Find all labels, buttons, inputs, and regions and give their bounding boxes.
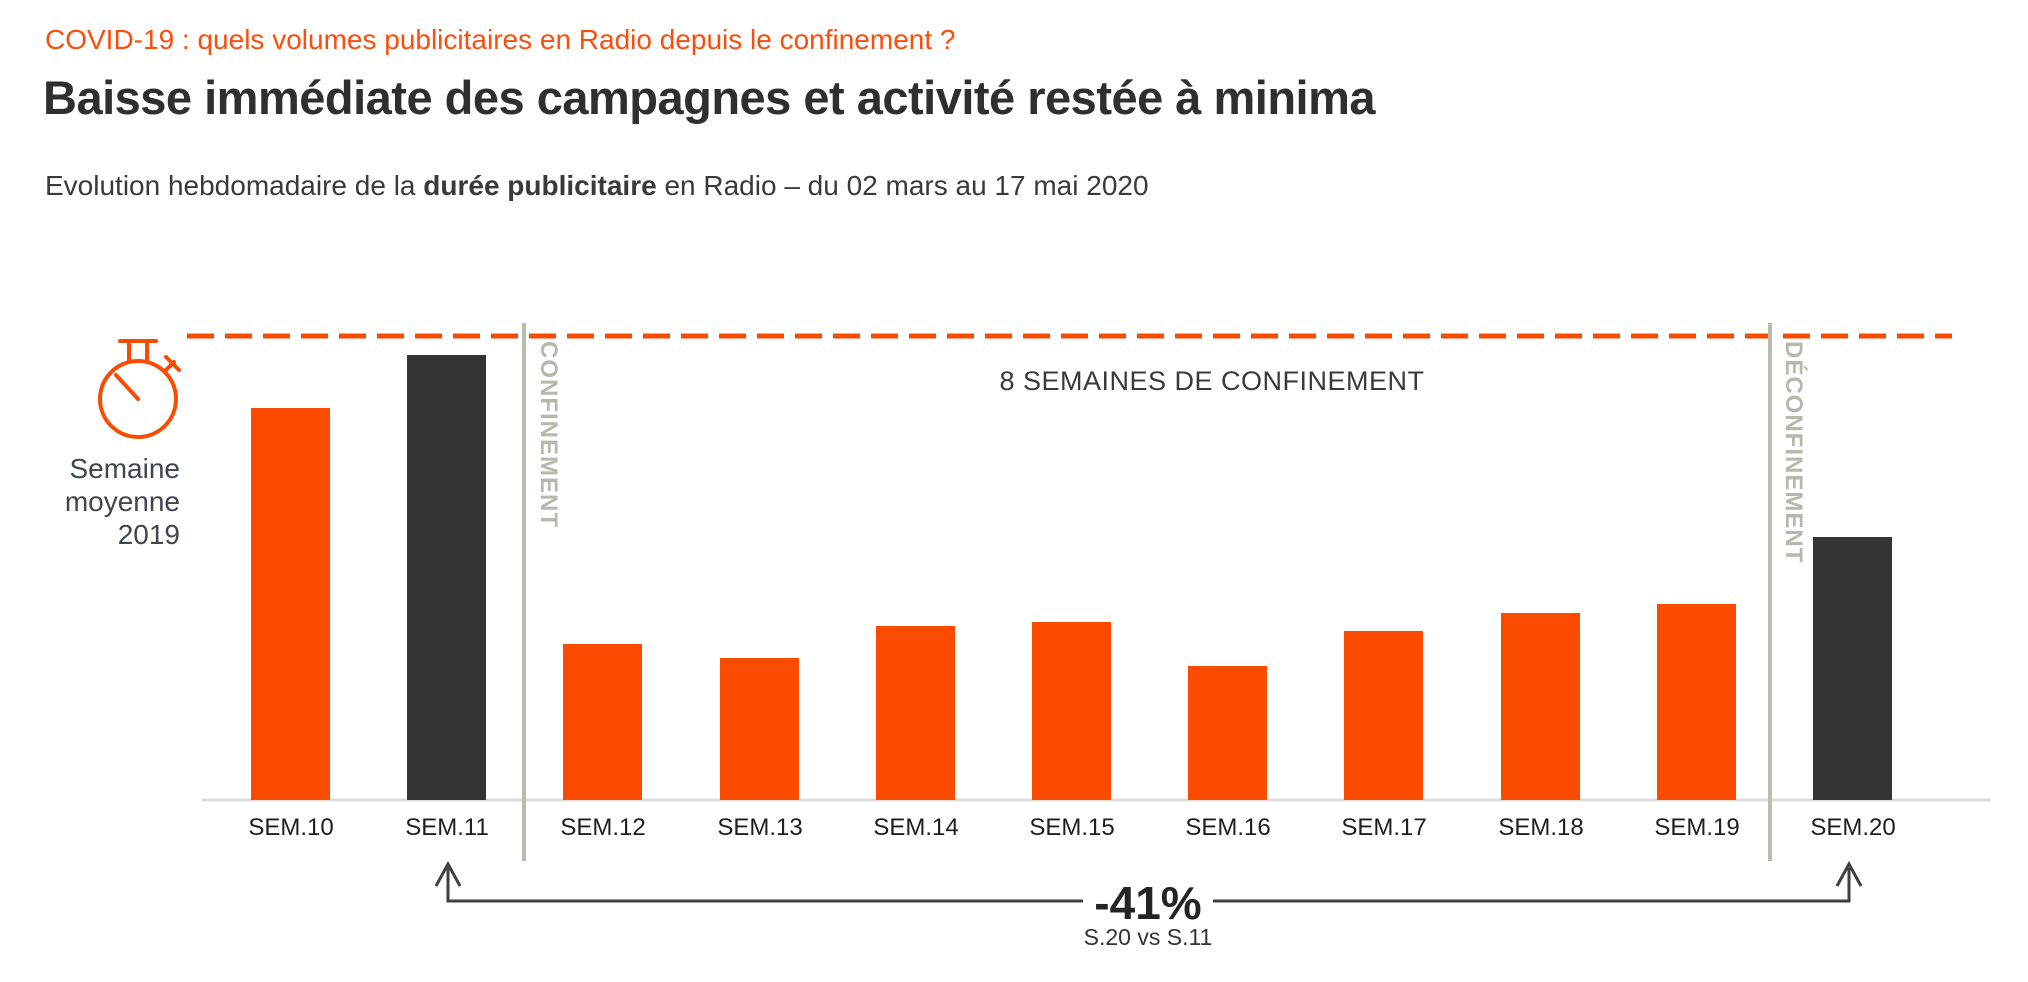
reference-week-line3: 2019 xyxy=(117,519,180,550)
x-axis-label-SEM.17: SEM.17 xyxy=(1341,814,1427,841)
x-axis-label-SEM.14: SEM.14 xyxy=(873,814,959,841)
chart-subtitle: Evolution hebdomadaire de la durée publi… xyxy=(45,170,1149,202)
subtitle-suffix: en Radio – du 02 mars au 17 mai 2020 xyxy=(656,170,1149,201)
bar-SEM.16 xyxy=(1188,666,1267,800)
bar-SEM.19 xyxy=(1657,604,1736,800)
x-axis-label-SEM.10: SEM.10 xyxy=(248,814,334,841)
x-axis-label-SEM.19: SEM.19 xyxy=(1654,814,1740,841)
bar-SEM.17 xyxy=(1344,631,1423,800)
comparison-arrow xyxy=(434,860,1863,903)
reference-week-line2: moyenne xyxy=(64,486,180,517)
bar-SEM.20 xyxy=(1813,537,1892,800)
x-axis-label-SEM.18: SEM.18 xyxy=(1498,814,1584,841)
bar-SEM.14 xyxy=(876,626,955,800)
bar-SEM.10 xyxy=(251,408,330,800)
percent-change-caption: S.20 vs S.11 xyxy=(1083,924,1213,950)
bar-SEM.18 xyxy=(1501,613,1580,800)
deconfinement-divider-label: DÉCONFINEMENT xyxy=(1780,341,1807,564)
bar-SEM.11 xyxy=(407,355,486,800)
confinement-divider-label: CONFINEMENT xyxy=(535,341,562,528)
percent-change-value: -41% xyxy=(1094,877,1202,929)
reference-week-label: Semaine moyenne 2019 xyxy=(10,452,180,551)
subtitle-prefix: Evolution hebdomadaire de la xyxy=(45,170,424,201)
report-topic: COVID-19 : quels volumes publicitaires e… xyxy=(45,24,956,55)
bar-SEM.13 xyxy=(720,658,799,800)
stopwatch-icon xyxy=(98,339,181,439)
x-axis-label-SEM.12: SEM.12 xyxy=(560,814,646,841)
page-title: Baisse immédiate des campagnes et activi… xyxy=(43,71,1376,124)
x-axis-label-SEM.15: SEM.15 xyxy=(1029,814,1115,841)
x-axis-label-SEM.16: SEM.16 xyxy=(1185,814,1271,841)
bar-SEM.15 xyxy=(1032,622,1111,800)
subtitle-bold: durée publicitaire xyxy=(423,170,657,201)
bar-SEM.12 xyxy=(563,644,642,800)
reference-week-line1: Semaine xyxy=(69,453,180,484)
x-axis-label-SEM.11: SEM.11 xyxy=(405,814,489,841)
x-axis-label-SEM.13: SEM.13 xyxy=(717,814,803,841)
lockdown-weeks-note: 8 SEMAINES DE CONFINEMENT xyxy=(999,366,1425,396)
x-axis-label-SEM.20: SEM.20 xyxy=(1810,814,1896,841)
